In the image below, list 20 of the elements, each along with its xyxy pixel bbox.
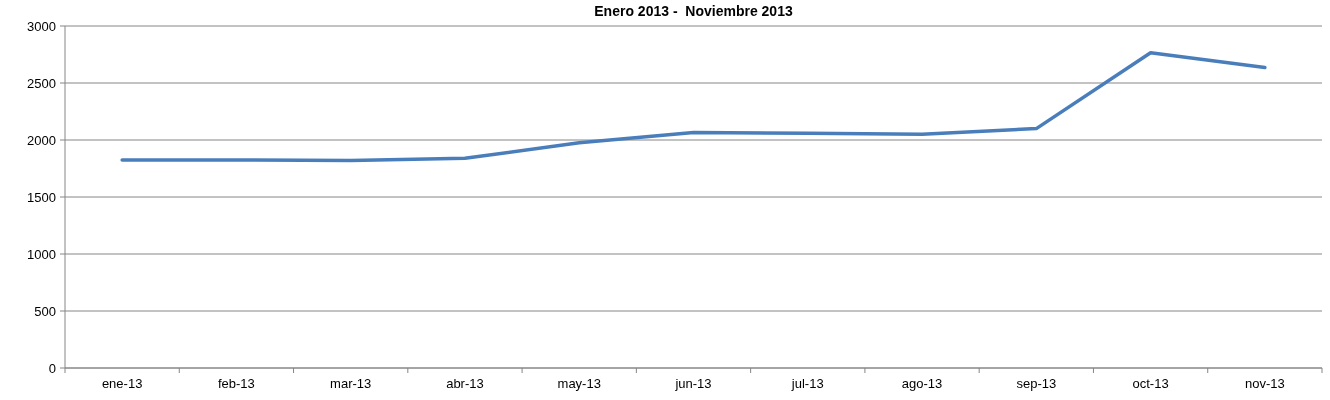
x-tick-label: ago-13 (901, 376, 943, 391)
x-tick-label: jun-13 (674, 376, 712, 391)
y-tick-label: 2500 (27, 75, 56, 91)
x-tick-label: sep-13 (1016, 376, 1057, 391)
y-tick-label: 1000 (27, 246, 56, 262)
line-series (120, 51, 1267, 163)
y-tick-label: 1500 (27, 189, 56, 205)
x-tick-label: abr-13 (446, 376, 484, 391)
y-tick-label: 3000 (27, 18, 56, 34)
x-tick-label: nov-13 (1244, 376, 1285, 391)
chart-title: Enero 2013 - Noviembre 2013 (594, 3, 793, 19)
x-tick-label: mar-13 (330, 376, 372, 391)
x-tick-label: oct-13 (1132, 376, 1169, 391)
x-tick-label: ene-13 (101, 376, 143, 391)
y-tick-label: 500 (34, 303, 56, 319)
y-tick-label: 0 (48, 360, 56, 376)
x-tick-label: feb-13 (217, 376, 255, 391)
x-tick-label: may-13 (557, 376, 601, 391)
y-tick-label: 2000 (27, 132, 56, 148)
x-tick-label: jul-13 (790, 376, 824, 391)
